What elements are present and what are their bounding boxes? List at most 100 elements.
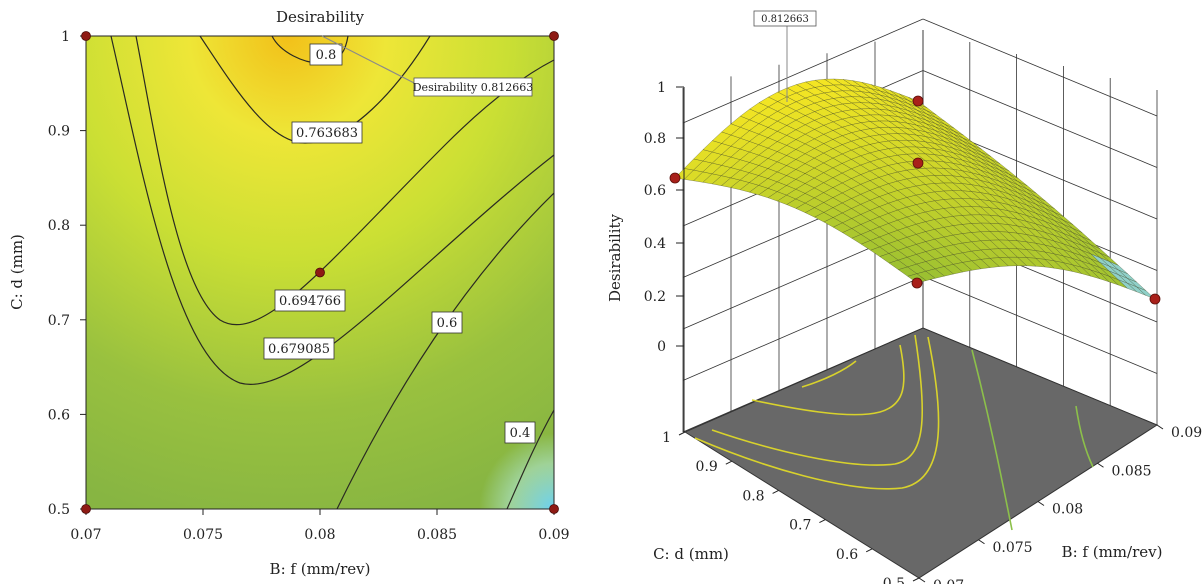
contour-label-text: 0.763683 xyxy=(296,126,358,141)
design-point-3d xyxy=(1149,293,1161,305)
z-tick-label: 0.6 xyxy=(644,183,666,199)
b-axis-title: B: f (mm/rev) xyxy=(1062,543,1163,561)
design-point xyxy=(549,504,559,514)
contour-label-text: 0.8 xyxy=(316,48,337,63)
floor-contours xyxy=(694,334,1094,531)
surface-plot: 0.812663 00.20.40.60.81 0.070.0750.080.0… xyxy=(606,10,1202,584)
floor-contour-line xyxy=(1075,405,1094,468)
x-tick-label: 0.07 xyxy=(70,527,101,543)
design-points-3d xyxy=(669,95,1161,305)
b-tick-label: 0.07 xyxy=(933,578,964,584)
contour-label-0-679085: 0.679085 xyxy=(263,337,335,360)
c-tick-mark xyxy=(725,460,733,465)
z-axis-title: Desirability xyxy=(606,213,624,302)
design-points xyxy=(81,31,559,514)
b-tick-label: 0.075 xyxy=(993,540,1033,556)
contour-line-0-6 xyxy=(336,192,554,509)
design-point-3d xyxy=(911,277,923,289)
contour-label-0-8: 0.8 xyxy=(309,43,343,66)
design-point xyxy=(315,267,325,278)
contour-label-text: 0.679085 xyxy=(268,342,330,357)
x-tick-label: 0.08 xyxy=(304,527,335,543)
c-tick-mark xyxy=(678,431,686,436)
b-tick-mark xyxy=(978,539,985,545)
annotation-text: 0.812663 xyxy=(761,14,809,25)
contour-title: Desirability xyxy=(276,8,365,26)
contour-label-0-6: 0.6 xyxy=(431,311,463,334)
b-tick-label: 0.08 xyxy=(1052,502,1083,518)
c-tick-mark xyxy=(772,489,779,494)
c-tick-mark xyxy=(912,577,920,582)
contour-line-0-679085 xyxy=(110,36,554,385)
b-tick-mark xyxy=(1097,462,1104,468)
x-axis-ticks: 0.07 0.075 0.08 0.085 0.09 xyxy=(70,509,570,543)
contour-label-text: 0.6 xyxy=(437,316,458,331)
c-tick-label: 0.8 xyxy=(742,488,764,504)
c-tick-mark xyxy=(865,548,873,553)
design-point xyxy=(81,504,91,514)
z-tick-label: 1 xyxy=(657,80,666,96)
c-tick-label: 0.9 xyxy=(696,459,718,475)
b-tick-label: 0.085 xyxy=(1112,463,1152,479)
c-tick-label: 1 xyxy=(662,430,671,446)
contour-label-text: 0.4 xyxy=(510,426,531,441)
x-tick-label: 0.085 xyxy=(417,527,457,543)
design-point-3d xyxy=(912,157,924,169)
c-axis-title: C: d (mm) xyxy=(653,545,729,563)
c-tick-mark xyxy=(819,519,826,524)
b-tick-mark xyxy=(918,577,926,583)
y-axis-ticks: 0.5 0.6 0.7 0.8 0.9 1 xyxy=(48,29,86,518)
y-tick-label: 0.6 xyxy=(48,407,70,423)
y-tick-label: 0.5 xyxy=(48,502,70,518)
wall-grid-line xyxy=(682,276,924,381)
c-tick-label: 0.6 xyxy=(836,547,858,563)
c-tick-label: 0.5 xyxy=(883,576,905,584)
z-axis-ticks: 0 0.2 0.4 0.6 0.8 1 xyxy=(644,80,685,432)
y-axis-title: C: d (mm) xyxy=(8,234,26,310)
design-point-3d xyxy=(669,172,681,184)
z-tick-label: 0.2 xyxy=(644,289,666,305)
x-axis-title: B: f (mm/rev) xyxy=(270,560,371,578)
annotation-box: 0.812663 xyxy=(753,10,817,27)
y-tick-label: 1 xyxy=(61,29,70,45)
contour-label-0-694766: 0.694766 xyxy=(274,289,346,312)
wall-grid-line xyxy=(922,70,1158,168)
c-tick-label: 0.7 xyxy=(789,518,811,534)
x-tick-label: 0.075 xyxy=(183,527,223,543)
contour-label-text: 0.694766 xyxy=(279,294,341,309)
b-tick-label: 0.09 xyxy=(1171,425,1202,441)
y-tick-label: 0.7 xyxy=(48,313,70,329)
contour-line-0-4 xyxy=(506,409,554,509)
design-point-3d xyxy=(912,95,924,107)
b-tick-mark xyxy=(1037,501,1045,506)
floor-contour-line xyxy=(751,344,905,416)
desirability-surface xyxy=(674,78,1156,300)
annotation-text: Desirability 0.812663 xyxy=(413,81,534,94)
y-tick-label: 0.9 xyxy=(48,124,70,140)
z-tick-label: 0.8 xyxy=(644,131,666,147)
y-tick-label: 0.8 xyxy=(48,218,70,234)
contour-line-0-694766 xyxy=(135,36,554,326)
contour-label-0-4: 0.4 xyxy=(504,421,536,444)
x-tick-label: 0.09 xyxy=(538,527,569,543)
contour-label-0-763683: 0.763683 xyxy=(291,121,363,144)
b-axis-ticks: 0.07 0.075 0.08 0.085 0.09 xyxy=(918,424,1202,584)
design-point xyxy=(81,31,91,41)
annotation-box: Desirability 0.812663 xyxy=(413,77,534,97)
b-tick-mark xyxy=(1156,424,1164,430)
floor-contour-line xyxy=(971,349,1013,531)
annotation-leader xyxy=(321,35,421,87)
wall-grid-line xyxy=(682,18,924,124)
wall-grid-line xyxy=(922,18,1158,117)
floor-contour-line xyxy=(694,336,940,490)
contour-plot: Desirability 0.8 0.763683 0.694766 xyxy=(8,8,570,578)
z-tick-label: 0 xyxy=(657,339,666,355)
z-tick-label: 0.4 xyxy=(644,236,666,252)
wall-grid-line xyxy=(922,276,1158,374)
floor-plane xyxy=(683,327,1159,579)
design-point xyxy=(549,31,559,41)
c-axis-ticks: 0.5 0.6 0.7 0.8 0.9 1 xyxy=(662,430,920,584)
floor-contour-line xyxy=(801,360,857,388)
floor-contour-line xyxy=(711,334,924,466)
